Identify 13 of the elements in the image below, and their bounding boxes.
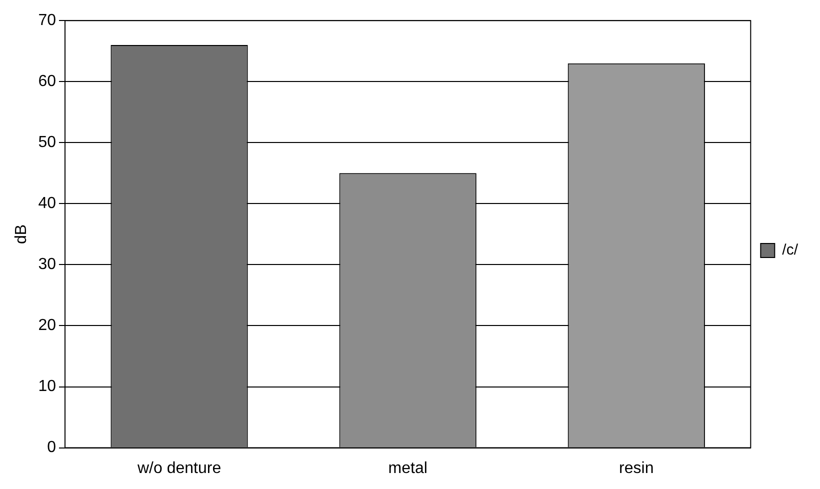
y-tick-label: 40: [38, 195, 56, 212]
y-tick-label: 0: [47, 439, 56, 456]
y-tick-label: 10: [38, 378, 56, 396]
x-tick-label: w/o denture: [136, 460, 222, 477]
y-tick-label: 70: [38, 12, 56, 30]
y-tick-label: 20: [38, 317, 56, 334]
x-tick-label: metal: [388, 460, 428, 477]
y-tick-label: 50: [38, 134, 56, 152]
y-axis-title: dB: [13, 224, 30, 244]
x-tick-label: resin: [619, 460, 654, 477]
y-tick-label: 60: [38, 73, 56, 90]
legend-label: /c/: [782, 242, 799, 259]
y-tick-label: 30: [38, 256, 56, 274]
